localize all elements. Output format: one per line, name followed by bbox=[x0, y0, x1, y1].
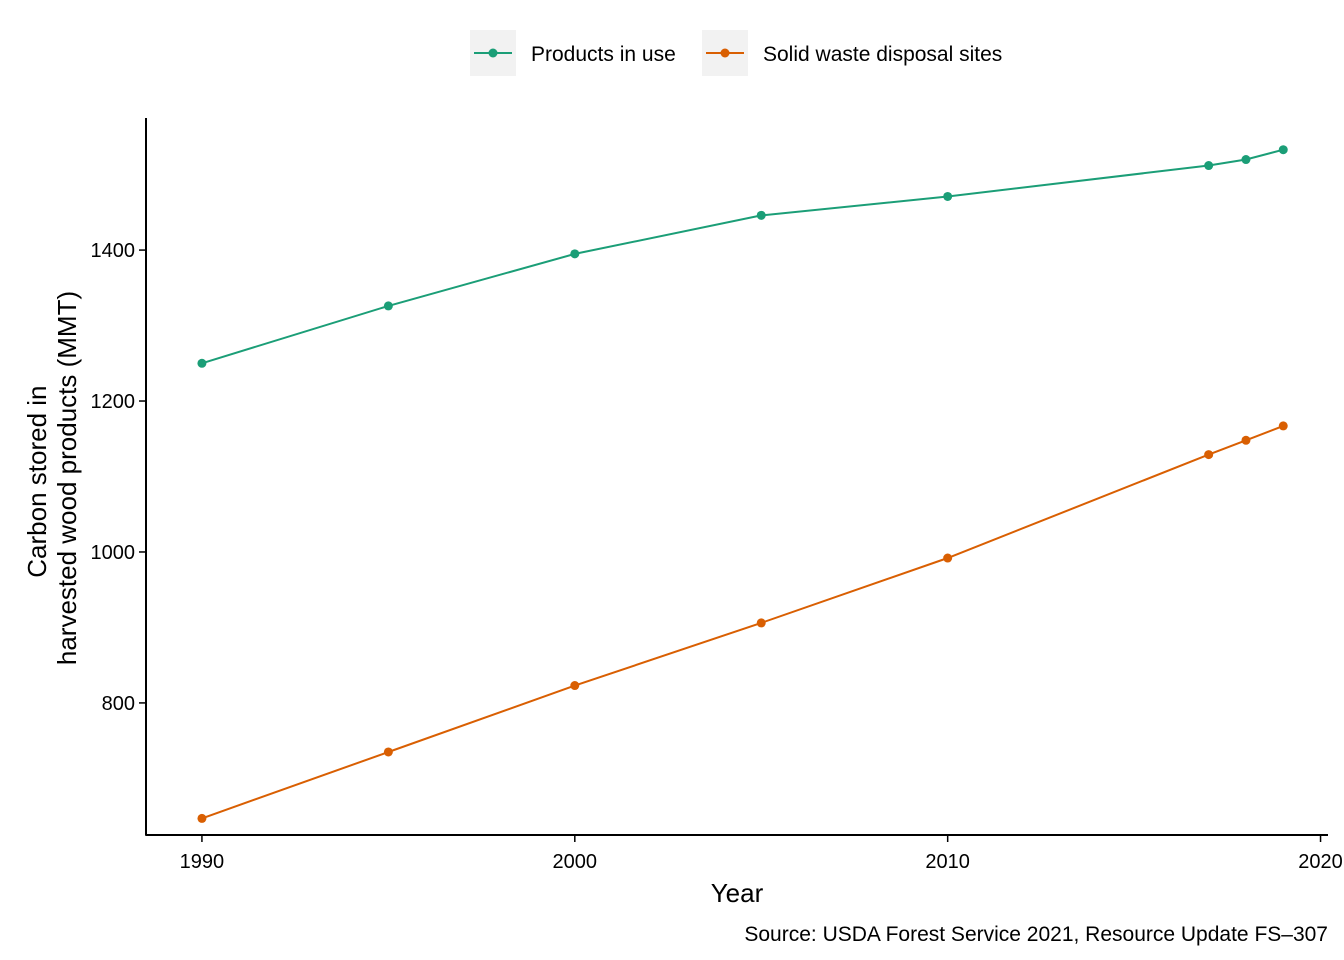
data-point-1-2018 bbox=[1241, 435, 1251, 445]
y-tick-label-800: 800 bbox=[102, 693, 135, 715]
x-tick-label-2000: 2000 bbox=[553, 851, 598, 873]
data-point-0-2017 bbox=[1204, 161, 1214, 171]
y-tick-label-1000: 1000 bbox=[91, 542, 136, 564]
series-line-0 bbox=[201, 148, 1284, 365]
y-tick-label-1200: 1200 bbox=[91, 391, 136, 413]
data-point-0-1990 bbox=[197, 358, 207, 368]
data-point-0-2005 bbox=[756, 210, 766, 220]
legend-item-1: Solid waste disposal sites bbox=[702, 30, 1002, 76]
legend: Products in use Solid waste disposal site… bbox=[470, 30, 1002, 76]
labels: Year Carbon stored in harvested wood pro… bbox=[22, 291, 1328, 946]
legend-label-0: Products in use bbox=[531, 43, 676, 66]
legend-item-0: Products in use bbox=[470, 30, 676, 76]
data-point-1-2019 bbox=[1278, 421, 1288, 431]
x-tick-label-2010: 2010 bbox=[925, 851, 970, 873]
series-0 bbox=[197, 145, 1288, 368]
y-axis-title: Carbon stored in harvested wood products… bbox=[22, 291, 82, 665]
source-caption: Source: USDA Forest Service 2021, Resour… bbox=[744, 923, 1328, 946]
data-point-1-2005 bbox=[756, 618, 766, 628]
series-layer bbox=[197, 145, 1288, 823]
x-tick-label-1990: 1990 bbox=[180, 851, 225, 873]
data-point-0-1995 bbox=[383, 301, 393, 311]
data-point-1-2010 bbox=[943, 553, 953, 563]
data-point-0-2000 bbox=[570, 249, 580, 259]
y-tick-label-1400: 1400 bbox=[91, 240, 136, 262]
data-point-1-1990 bbox=[197, 813, 207, 823]
data-point-1-1995 bbox=[383, 747, 393, 757]
legend-label-1: Solid waste disposal sites bbox=[763, 43, 1002, 66]
legend-key-marker-1 bbox=[720, 48, 730, 58]
x-tick-label-2020: 2020 bbox=[1298, 851, 1343, 873]
x-axis-title: Year bbox=[711, 878, 764, 908]
data-point-0-2018 bbox=[1241, 155, 1251, 165]
series-1 bbox=[197, 421, 1288, 823]
data-point-1-2017 bbox=[1204, 450, 1214, 460]
legend-key-marker-0 bbox=[488, 48, 498, 58]
y-axis-title-line-2: harvested wood products (MMT) bbox=[52, 291, 82, 665]
y-axis-title-line-1: Carbon stored in bbox=[22, 386, 52, 578]
data-point-1-2000 bbox=[570, 681, 580, 691]
data-point-0-2010 bbox=[943, 191, 953, 201]
data-point-0-2019 bbox=[1278, 145, 1288, 155]
series-line-1 bbox=[201, 424, 1284, 820]
axes: 1990 2000 2010 2020 800 1000 1200 1400 bbox=[91, 118, 1343, 873]
